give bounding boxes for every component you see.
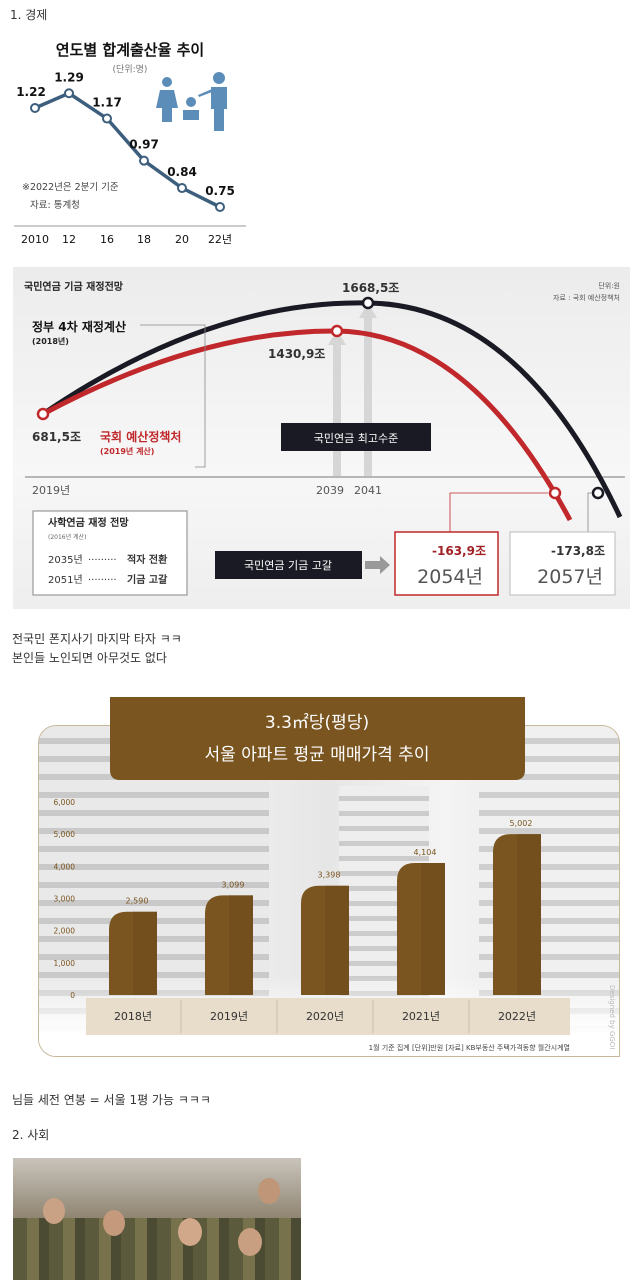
svg-text:·········: ········· xyxy=(88,555,117,566)
x-tick: 2041 xyxy=(354,484,382,497)
point-2057 xyxy=(591,486,605,500)
comment-text: 전국민 폰지사기 마지막 타자 ㅋㅋ xyxy=(12,632,182,646)
x-tick: 16 xyxy=(100,233,114,246)
data-label: 1.22 xyxy=(16,85,46,99)
family-icon xyxy=(156,72,227,131)
data-points xyxy=(36,296,605,500)
data-label: 0.84 xyxy=(167,165,197,179)
legend-nabo: 국회 예산정책처 xyxy=(100,429,181,444)
svg-text:-163,9조: -163,9조 xyxy=(432,544,486,558)
legend-gov: 정부 4차 재정계산 xyxy=(32,319,126,334)
point-2041 xyxy=(361,296,375,310)
svg-text:2057년: 2057년 xyxy=(537,566,603,588)
svg-text:2035년: 2035년 xyxy=(48,554,83,566)
fertility-rate-chart: 연도별 합계출산율 추이 (단위:명) 1.22 2010 1.29 12 1.17 16… xyxy=(14,41,246,246)
x-tick: 2039 xyxy=(316,484,344,497)
title-banner xyxy=(110,697,525,780)
x-tick: 12 xyxy=(62,233,76,246)
value-label: 2,590 xyxy=(126,897,149,906)
x-tick: 2010 xyxy=(21,233,49,246)
value-label: 5,002 xyxy=(510,819,533,828)
chart-footer: 1월 기준 집계 [단위]만원 [자료] KB부동산 주택가격동향 월간시계열 xyxy=(369,1043,570,1052)
category-label: 2022년 xyxy=(498,1010,536,1023)
svg-text:(2016년 계산): (2016년 계산) xyxy=(48,533,86,541)
chart-note: ※2022년은 2분기 기준 xyxy=(22,182,119,193)
y-tick: 1,000 xyxy=(54,959,76,968)
soldiers-photo xyxy=(13,1158,301,1280)
label-start: 681,5조 xyxy=(32,430,81,444)
data-point xyxy=(30,103,40,113)
chart-unit: 단위:원 xyxy=(598,281,620,290)
category-band xyxy=(86,998,570,1035)
svg-text:-173,8조: -173,8조 xyxy=(551,544,605,558)
seoul-apartment-price-chart: 3.3㎡당(평당) 서울 아파트 평균 매매가격 추이 0 1,000 2,000 3… xyxy=(54,697,616,1052)
depletion-label: 국민연금 기금 고갈 xyxy=(244,558,332,572)
x-tick: 2019년 xyxy=(32,484,70,497)
chart-unit: (단위:명) xyxy=(113,64,148,75)
comment-text: 본인들 노인되면 아무것도 없다 xyxy=(12,651,167,665)
legend-nabo-sub: (2019년 계산) xyxy=(100,446,154,456)
svg-text:적자 전환: 적자 전환 xyxy=(127,553,168,566)
data-point xyxy=(139,155,149,166)
data-label: 1.17 xyxy=(92,96,122,110)
bar-shade xyxy=(325,885,349,995)
svg-text:2054년: 2054년 xyxy=(417,566,483,588)
chart-source: 자료: 통계청 xyxy=(30,199,80,211)
series-line xyxy=(34,91,221,209)
y-tick: 3,000 xyxy=(54,895,76,904)
credit: Designed by GGOI xyxy=(608,985,616,1049)
value-label: 4,104 xyxy=(414,848,437,857)
chart-title-line2: 서울 아파트 평균 매매가격 추이 xyxy=(205,745,430,765)
bar-shade xyxy=(421,862,445,995)
private-pension-box xyxy=(32,510,188,596)
y-tick: 4,000 xyxy=(54,862,76,871)
pension-fund-chart: 국민연금 기금 재정전망 단위:원 자료 : 국회 예산정책처 정부 4차 재정… xyxy=(24,280,625,596)
point-2054 xyxy=(548,486,562,500)
chart-title: 연도별 합계출산율 추이 xyxy=(56,41,204,59)
section-heading-society: 2. 사회 xyxy=(12,1128,50,1142)
arrow-right-icon xyxy=(365,556,390,574)
bar-shade xyxy=(517,834,541,995)
x-tick: 20 xyxy=(175,233,189,246)
data-label: 0.75 xyxy=(205,184,235,198)
category-label: 2021년 xyxy=(402,1010,440,1023)
category-label: 2018년 xyxy=(114,1010,152,1023)
label-peak-nabo: 1430,9조 xyxy=(268,347,325,361)
category-label: 2019년 xyxy=(210,1010,248,1023)
y-tick: 5,000 xyxy=(54,830,76,839)
data-point xyxy=(64,88,74,99)
y-tick: 0 xyxy=(70,991,75,1000)
bar-shade xyxy=(133,911,157,995)
svg-text:사학연금 재정 전망: 사학연금 재정 전망 xyxy=(48,516,129,529)
bar-shade xyxy=(229,895,253,995)
chart-source: 자료 : 국회 예산정책처 xyxy=(553,293,620,302)
value-label: 3,099 xyxy=(222,880,245,889)
svg-text:기금 고갈: 기금 고갈 xyxy=(127,573,168,586)
data-point xyxy=(177,183,187,194)
comment-text: 님들 세전 연봉 = 서울 1평 가능 ㅋㅋㅋ xyxy=(12,1093,211,1107)
label-peak-gov: 1668,5조 xyxy=(342,281,399,295)
data-point xyxy=(215,202,225,212)
value-label: 3,398 xyxy=(318,871,341,880)
gov-depletion-box xyxy=(509,531,616,596)
peak-label: 국민연금 최고수준 xyxy=(314,432,398,445)
section-heading-economy: 1. 경제 xyxy=(10,8,48,22)
data-label: 0.97 xyxy=(129,138,159,152)
category-label: 2020년 xyxy=(306,1010,344,1023)
nabo-depletion-box xyxy=(394,531,499,596)
x-tick: 22년 xyxy=(208,233,232,246)
point-2039 xyxy=(330,324,344,338)
x-tick: 18 xyxy=(137,233,151,246)
chart-title: 국민연금 기금 재정전망 xyxy=(24,280,124,293)
chart-title-line1: 3.3㎡당(평당) xyxy=(265,713,369,733)
y-tick: 6,000 xyxy=(54,798,76,807)
y-tick: 2,000 xyxy=(54,927,76,936)
legend-gov-sub: (2018년) xyxy=(32,336,69,346)
svg-text:·········: ········· xyxy=(88,575,117,586)
svg-text:2051년: 2051년 xyxy=(48,574,83,586)
point-2019 xyxy=(36,407,50,421)
data-point xyxy=(102,113,112,124)
data-label: 1.29 xyxy=(54,70,84,84)
